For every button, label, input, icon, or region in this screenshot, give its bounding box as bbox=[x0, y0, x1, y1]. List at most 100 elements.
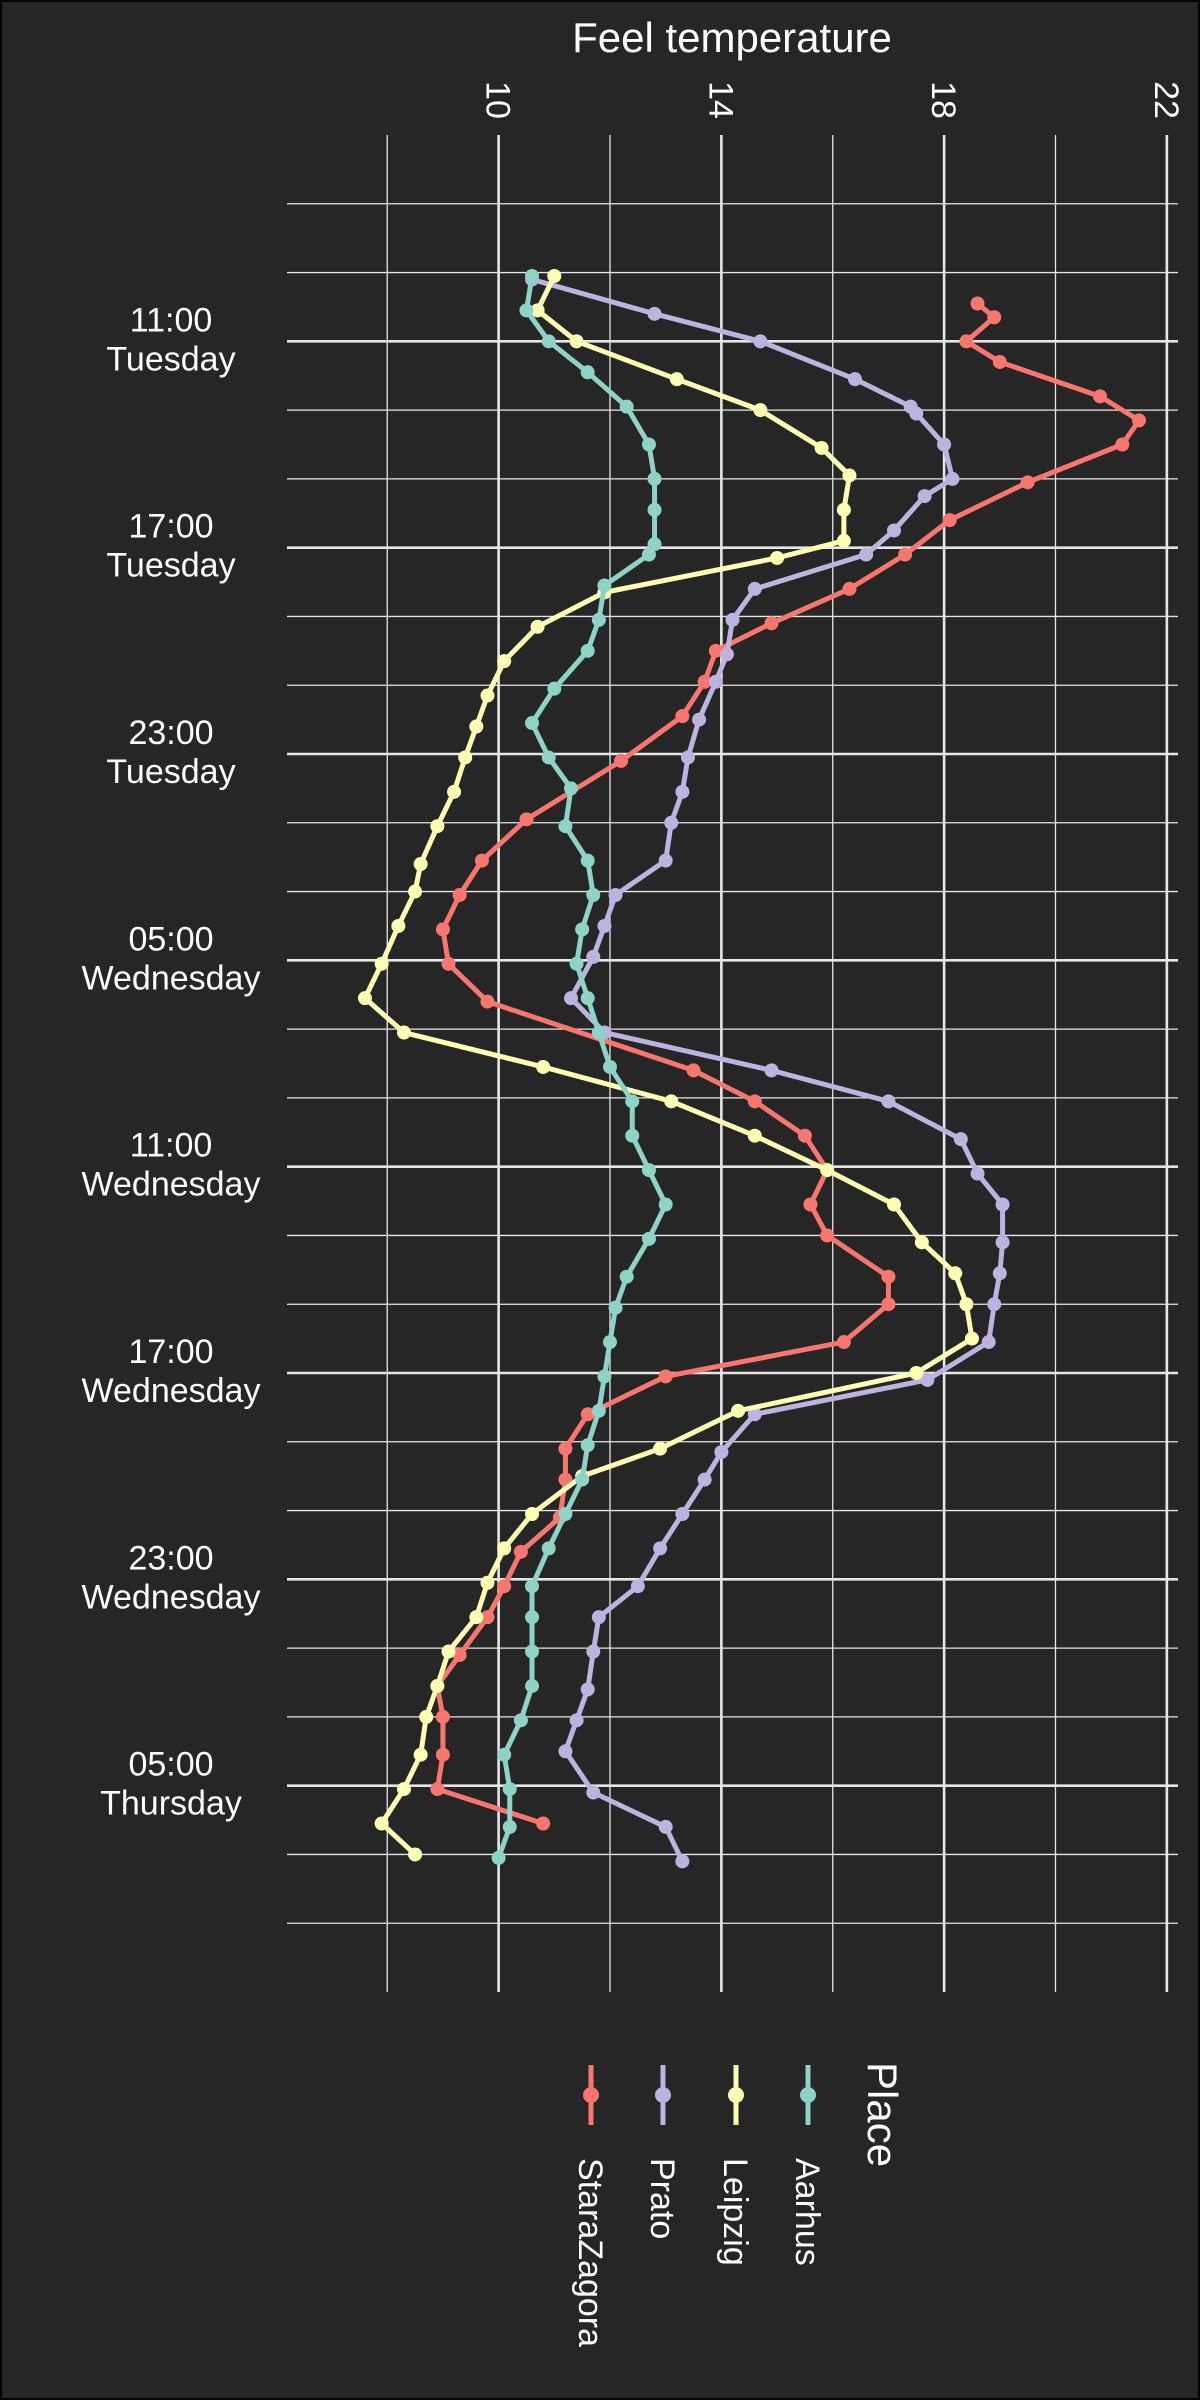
data-point-leipzig bbox=[914, 1235, 929, 1250]
data-point-aarhus bbox=[625, 1094, 640, 1109]
data-point-starazagora bbox=[497, 1579, 512, 1594]
data-point-leipzig bbox=[547, 268, 562, 283]
data-point-starazagora bbox=[452, 1647, 467, 1662]
data-point-starazagora bbox=[697, 674, 712, 689]
data-point-prato bbox=[597, 918, 612, 933]
temp-tick-label-10: 10 bbox=[479, 81, 517, 119]
data-point-aarhus bbox=[525, 1579, 540, 1594]
data-point-leipzig bbox=[836, 502, 851, 517]
data-point-starazagora bbox=[686, 1063, 701, 1078]
data-point-leipzig bbox=[653, 1441, 668, 1456]
data-point-starazagora bbox=[881, 1297, 896, 1312]
data-point-leipzig bbox=[396, 1782, 411, 1797]
data-point-leipzig bbox=[374, 956, 389, 971]
data-point-aarhus bbox=[580, 853, 595, 868]
data-point-leipzig bbox=[413, 857, 428, 872]
data-point-leipzig bbox=[747, 1128, 762, 1143]
data-point-starazagora bbox=[836, 1335, 851, 1350]
legend-label-aarhus: Aarhus bbox=[788, 2158, 826, 2266]
data-point-leipzig bbox=[441, 1644, 456, 1659]
data-point-starazagora bbox=[536, 1816, 551, 1831]
data-point-aarhus bbox=[658, 1197, 673, 1212]
data-point-aarhus bbox=[502, 1782, 517, 1797]
data-point-aarhus bbox=[525, 1644, 540, 1659]
data-point-starazagora bbox=[942, 513, 957, 528]
data-point-prato bbox=[708, 674, 723, 689]
data-point-prato bbox=[753, 334, 768, 349]
data-point-aarhus bbox=[591, 1025, 606, 1040]
data-point-aarhus bbox=[580, 365, 595, 380]
temp-tick-label-22: 22 bbox=[1147, 81, 1185, 119]
data-point-aarhus bbox=[525, 716, 540, 731]
legend-key-point-starazagora bbox=[583, 2087, 599, 2103]
temperature-tick-labels: 10 14 18 22 bbox=[479, 81, 1185, 119]
data-point-leipzig bbox=[964, 1331, 979, 1346]
time-tick-day: Thursday bbox=[100, 1785, 242, 1823]
data-point-aarhus bbox=[575, 922, 590, 937]
data-point-aarhus bbox=[541, 334, 556, 349]
data-point-leipzig bbox=[948, 1266, 963, 1281]
data-point-aarhus bbox=[580, 991, 595, 1006]
data-point-aarhus bbox=[525, 268, 540, 283]
data-point-prato bbox=[697, 1472, 712, 1487]
data-point-leipzig bbox=[959, 1297, 974, 1312]
time-tick-time: 17:00 bbox=[128, 508, 213, 546]
legend-key-point-aarhus bbox=[800, 2087, 816, 2103]
data-point-starazagora bbox=[435, 1709, 450, 1724]
legend-label-starazagora: StaraZagora bbox=[571, 2158, 609, 2347]
data-point-starazagora bbox=[708, 643, 723, 658]
data-point-prato bbox=[586, 949, 601, 964]
data-point-leipzig bbox=[669, 372, 684, 387]
data-point-starazagora bbox=[614, 753, 629, 768]
data-point-aarhus bbox=[641, 1231, 656, 1246]
data-point-aarhus bbox=[619, 399, 634, 414]
data-point-aarhus bbox=[591, 1403, 606, 1418]
data-point-leipzig bbox=[886, 1197, 901, 1212]
data-point-prato bbox=[719, 647, 734, 662]
data-point-aarhus bbox=[575, 1472, 590, 1487]
data-point-leipzig bbox=[530, 303, 545, 318]
legend-label-leipzig: Leipzig bbox=[716, 2158, 754, 2266]
data-point-prato bbox=[859, 547, 874, 562]
data-point-starazagora bbox=[970, 296, 985, 311]
data-point-aarhus bbox=[641, 1163, 656, 1178]
data-point-prato bbox=[920, 1372, 935, 1387]
data-point-starazagora bbox=[1093, 389, 1108, 404]
data-point-leipzig bbox=[408, 1847, 423, 1862]
data-point-leipzig bbox=[836, 533, 851, 548]
data-point-aarhus bbox=[525, 1678, 540, 1693]
data-point-leipzig bbox=[374, 1816, 389, 1831]
data-point-aarhus bbox=[513, 1713, 528, 1728]
legend-title: Place bbox=[859, 2062, 906, 2167]
data-point-prato bbox=[586, 1785, 601, 1800]
data-point-leipzig bbox=[447, 784, 462, 799]
data-point-starazagora bbox=[519, 812, 534, 827]
data-point-aarhus bbox=[564, 781, 579, 796]
data-point-prato bbox=[917, 489, 932, 504]
data-point-prato bbox=[664, 815, 679, 830]
data-point-prato bbox=[764, 1063, 779, 1078]
time-tick-day: Wednesday bbox=[82, 959, 261, 997]
data-point-prato bbox=[937, 437, 952, 452]
data-point-aarhus bbox=[541, 1541, 556, 1556]
data-point-prato bbox=[995, 1197, 1010, 1212]
data-point-aarhus bbox=[525, 1610, 540, 1625]
time-tick-time: 05:00 bbox=[128, 1746, 213, 1784]
data-point-prato bbox=[725, 612, 740, 627]
data-point-aarhus bbox=[586, 887, 601, 902]
data-point-leipzig bbox=[753, 403, 768, 418]
data-point-prato bbox=[909, 406, 924, 421]
data-point-aarhus bbox=[497, 1747, 512, 1762]
data-point-aarhus bbox=[541, 750, 556, 765]
data-point-leipzig bbox=[536, 1059, 551, 1074]
data-point-aarhus bbox=[608, 1300, 623, 1315]
time-tick-time: 11:00 bbox=[130, 1127, 213, 1165]
data-point-aarhus bbox=[502, 1819, 517, 1834]
data-point-starazagora bbox=[452, 887, 467, 902]
data-point-leipzig bbox=[391, 918, 406, 933]
data-point-leipzig bbox=[497, 1541, 512, 1556]
data-point-aarhus bbox=[619, 1269, 634, 1284]
data-point-prato bbox=[953, 1132, 968, 1147]
data-point-prato bbox=[747, 1407, 762, 1422]
